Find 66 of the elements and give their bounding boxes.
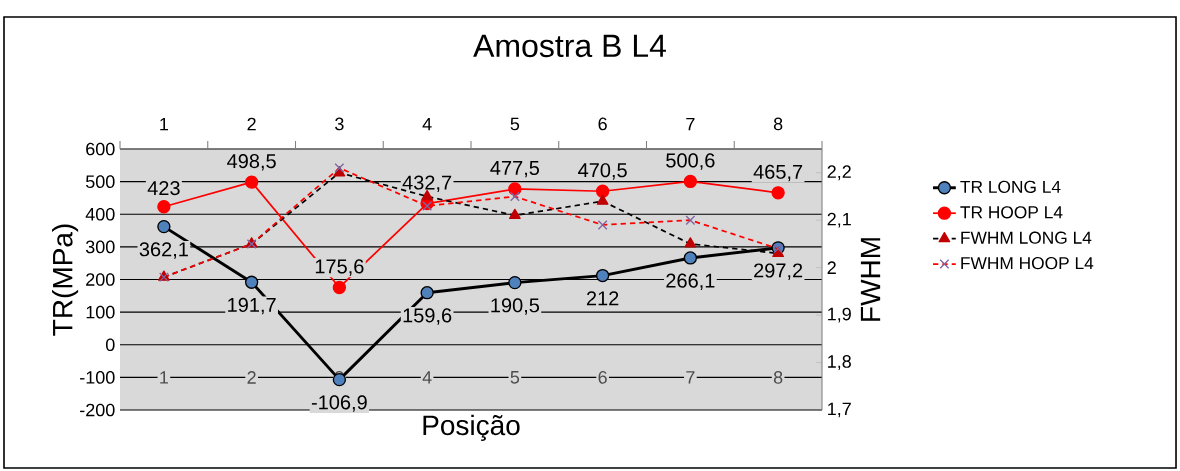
y-tick-label: 400 <box>85 207 115 221</box>
data-label: 190,5 <box>491 298 540 315</box>
x-tick-label: 6 <box>598 371 607 384</box>
x-tick-label: 5 <box>510 371 520 384</box>
y-tick-label: 500 <box>85 175 115 188</box>
point <box>595 268 610 283</box>
data-label: 498,5 <box>227 153 276 171</box>
category-label: 7 <box>686 117 695 131</box>
y2-tick-label: 1,8 <box>828 355 851 370</box>
y2-tick-label: 2,1 <box>827 212 851 228</box>
point <box>683 174 698 189</box>
category-label: 3 <box>335 117 344 131</box>
y-tick-label: 600 <box>86 142 115 156</box>
x-tick-label: 1 <box>160 371 169 384</box>
y-axis-title: TR(MPa) <box>52 224 79 336</box>
x-axis-title: Posição <box>423 414 520 441</box>
category-label: 6 <box>598 117 607 131</box>
legend-label: FWHM HOOP L4 <box>961 257 1094 270</box>
point <box>157 200 171 214</box>
point <box>332 280 347 295</box>
category-label: 2 <box>247 117 256 131</box>
y-tick-label: -100 <box>80 371 115 384</box>
data-label: 423 <box>147 180 180 196</box>
point <box>595 184 610 198</box>
data-label: 362,1 <box>139 242 188 259</box>
point <box>771 186 785 200</box>
y2-tick-label: 1,7 <box>828 402 851 418</box>
category-label: 5 <box>510 117 520 131</box>
y-tick-label: 200 <box>86 273 115 286</box>
y2-axis-title: FWHM <box>860 238 881 321</box>
y-tick-label: 0 <box>105 338 115 352</box>
point <box>157 219 171 234</box>
data-label: 500,6 <box>666 153 715 170</box>
y-tick-label: 300 <box>85 240 115 254</box>
data-label: 175,6 <box>315 259 364 276</box>
x-tick-label: 7 <box>686 371 695 384</box>
data-label: 266,1 <box>666 273 715 291</box>
data-label: 297,2 <box>754 263 803 280</box>
data-label: 432,7 <box>402 175 452 192</box>
data-label: 191,7 <box>228 297 276 315</box>
point <box>683 251 698 265</box>
data-label: 212 <box>586 291 619 306</box>
y-tick-label: -200 <box>80 403 115 417</box>
category-label: 8 <box>773 117 783 131</box>
category-label: 4 <box>422 117 432 131</box>
legend-label: TR HOOP L4 <box>960 206 1063 219</box>
y2-tick-label: 2,2 <box>827 165 851 181</box>
point <box>244 175 259 189</box>
y-tick-label: 100 <box>86 305 115 319</box>
category-label: 1 <box>160 117 169 131</box>
x-tick-label: 2 <box>247 371 256 384</box>
data-label: 159,6 <box>403 308 452 325</box>
point <box>244 275 259 289</box>
data-label: -106,9 <box>311 395 367 412</box>
data-label: 465,7 <box>753 164 803 182</box>
legend-label: FWHM LONG L4 <box>961 231 1092 244</box>
y2-tick-label: 1,9 <box>828 307 851 323</box>
data-label: 477,5 <box>490 161 540 178</box>
y2-tick-label: 2 <box>827 261 836 274</box>
x-tick-label: 8 <box>773 371 783 384</box>
point <box>420 286 434 300</box>
data-label: 470,5 <box>578 163 627 180</box>
x-tick-label: 4 <box>422 371 432 384</box>
point <box>508 275 522 290</box>
legend-label: TR LONG L4 <box>960 180 1061 193</box>
chart-title: Amostra B L4 <box>473 34 666 58</box>
